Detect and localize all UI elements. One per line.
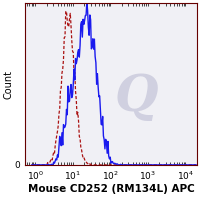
Y-axis label: Count: Count: [3, 70, 13, 99]
Text: Q: Q: [115, 72, 158, 122]
X-axis label: Mouse CD252 (RM134L) APC: Mouse CD252 (RM134L) APC: [28, 184, 194, 193]
